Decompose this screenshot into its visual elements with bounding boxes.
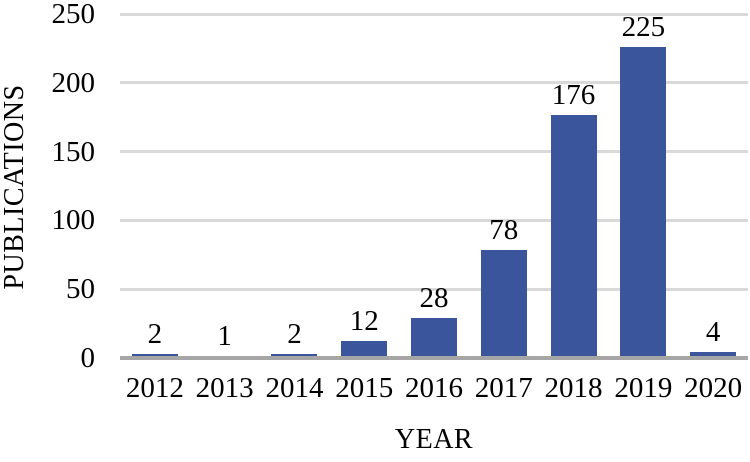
- bar-2016: [411, 318, 457, 357]
- gridline: [120, 218, 748, 222]
- bar-value-label: 2: [147, 318, 163, 351]
- y-tick-label: 100: [51, 204, 96, 237]
- y-tick-label: 150: [51, 135, 96, 168]
- bar-2018: [550, 114, 597, 357]
- x-tick-label: 2015: [335, 372, 394, 404]
- x-tick-label: 2019: [614, 372, 673, 404]
- y-tick-label: 250: [51, 0, 96, 30]
- x-tick-label: 2018: [544, 372, 603, 404]
- bar-value-label: 225: [621, 11, 666, 44]
- gridline: [120, 12, 748, 16]
- bar-value-label: 1: [217, 319, 232, 352]
- gridline: [120, 287, 748, 291]
- x-tick-label: 2017: [474, 372, 533, 404]
- y-tick-label: 0: [80, 342, 96, 374]
- bar-value-label: 78: [489, 213, 519, 246]
- bar-value-label: 176: [551, 78, 596, 111]
- bar-value-label: 12: [349, 304, 379, 337]
- gridline: [120, 150, 748, 154]
- x-tick-label: 2014: [265, 372, 324, 404]
- x-tick-label: 2013: [195, 372, 254, 404]
- y-tick-label: 200: [51, 66, 96, 99]
- y-tick-label: 50: [66, 273, 95, 306]
- bar-value-label: 4: [705, 315, 721, 348]
- bar-value-label: 28: [419, 282, 449, 315]
- bar-2014: [271, 354, 318, 357]
- bar-value-label: 2: [287, 318, 302, 351]
- plot-area: 2 1 2 12 28 78 176 225 4: [120, 11, 748, 360]
- x-axis-tick-labels: 2012 2013 2014 2015 2016 2017 2018 2019 2020: [120, 370, 748, 408]
- x-tick-label: 2012: [125, 372, 184, 404]
- x-tick-label: 2020: [684, 372, 743, 404]
- gridline: [120, 81, 748, 85]
- y-axis-title: PUBLICATIONS: [0, 84, 30, 290]
- bar-2015: [341, 340, 388, 357]
- bar-2012: [131, 354, 178, 357]
- bar-2017: [480, 249, 527, 357]
- y-axis-tick-labels: 0 50 100 150 200 250: [30, 0, 96, 373]
- x-axis-line: [120, 356, 748, 360]
- x-tick-label: 2016: [405, 372, 463, 404]
- bar-2020: [690, 351, 737, 357]
- bar-2019: [620, 47, 667, 357]
- x-axis-title: YEAR: [394, 424, 474, 455]
